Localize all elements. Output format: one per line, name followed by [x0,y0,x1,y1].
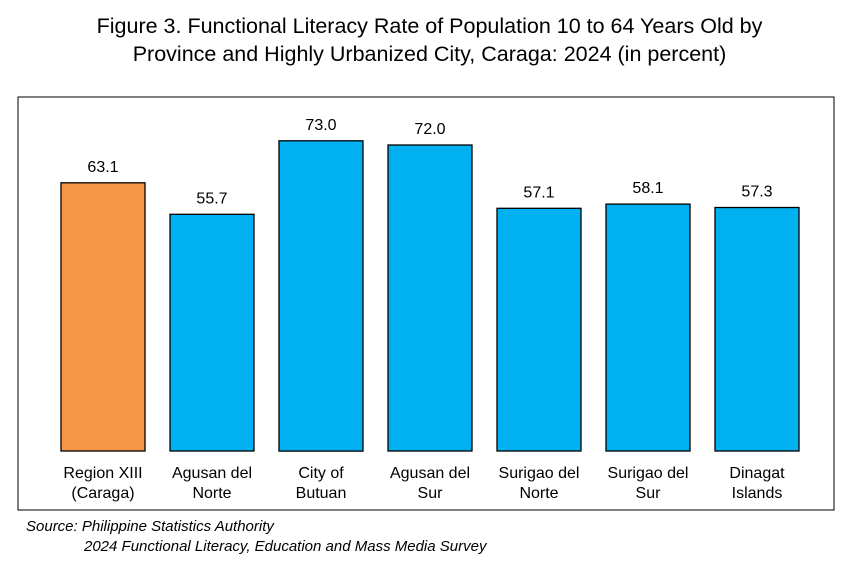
category-label-5-line-0: Surigao del [608,465,689,482]
category-label-6-line-0: Dinagat [729,465,785,482]
category-label-3-line-0: Agusan del [390,465,470,482]
category-label-6-line-1: Islands [732,485,783,502]
category-label-0-line-1: (Caraga) [71,485,134,502]
category-label-4-line-0: Surigao del [499,465,580,482]
bar-value-label-5: 58.1 [632,180,663,197]
bar-1 [169,213,255,452]
bar-2 [278,140,364,452]
bar-value-label-6: 57.3 [741,184,772,201]
bar-value-label-3: 72.0 [414,121,445,138]
category-label-1-line-1: Norte [192,485,231,502]
bar-4 [496,207,582,452]
bar-3 [387,144,473,452]
chart-title-line-2: Province and Highly Urbanized City, Cara… [132,42,727,66]
bar-value-label-4: 57.1 [523,184,554,201]
chart-title-line-1: Figure 3. Functional Literacy Rate of Po… [96,14,763,38]
category-label-4-line-1: Norte [519,485,558,502]
labels-layer: 63.1 Region XIII (Caraga) 55.7 Agusan del Nor… [63,117,785,502]
category-label-2-line-1: Butuan [296,485,347,502]
bar-value-label-2: 73.0 [305,117,336,134]
category-label-2-line-0: City of [298,465,344,482]
bar-value-label-1: 55.7 [196,190,227,207]
source-line-2: 2024 Functional Literacy, Education and … [84,538,487,555]
category-label-0-line-0: Region XIII [63,465,142,482]
bar-0 [60,182,146,452]
bar-6 [714,206,800,452]
bar-5 [605,203,691,452]
source-line-1: Source: Philippine Statistics Authority [26,518,274,535]
category-label-3-line-1: Sur [418,485,444,502]
category-label-5-line-1: Sur [636,485,662,502]
bars-layer [60,140,800,452]
bar-value-label-0: 63.1 [87,159,118,176]
category-label-1-line-0: Agusan del [172,465,252,482]
